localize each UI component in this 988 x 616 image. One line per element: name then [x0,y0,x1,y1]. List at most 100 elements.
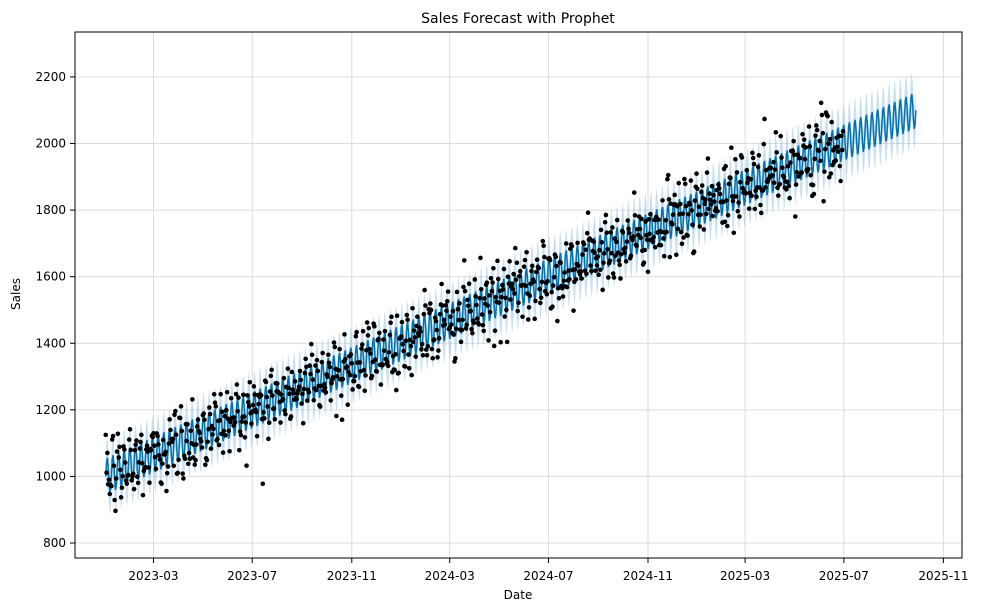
observed-point [263,379,269,385]
observed-point [393,387,399,393]
observed-point [583,247,588,252]
observed-point [724,198,729,203]
observed-point [326,352,331,358]
observed-point [739,155,745,160]
observed-point [297,368,303,374]
observed-point [534,269,539,275]
observed-point [685,233,690,238]
observed-point [103,432,109,438]
observed-point [573,277,579,282]
observed-point [690,222,695,228]
observed-point [687,202,693,207]
observed-point [410,306,415,311]
observed-point [260,481,266,487]
observed-point [282,408,287,413]
observed-point [113,476,119,481]
observed-point [616,258,622,263]
observed-point [550,304,555,309]
observed-point [427,301,433,306]
observed-point [242,435,248,440]
observed-point [722,219,728,225]
x-tick-label-2024-03: 2024-03 [425,569,475,583]
observed-point [510,286,516,292]
observed-point [153,466,159,472]
observed-point [267,389,273,394]
observed-point [291,390,296,396]
observed-point [310,377,316,382]
observed-point [461,258,467,263]
observed-point [681,235,686,240]
observed-point [795,152,801,158]
observed-point [482,296,487,301]
observed-point [186,461,191,467]
observed-point [175,470,181,476]
observed-point [517,273,522,279]
plot-frame [74,31,963,559]
observed-point [425,344,431,349]
observed-point [803,145,809,150]
observed-point [323,390,329,395]
observed-point [614,239,619,245]
observed-point [810,182,816,188]
observed-point [703,197,708,202]
observed-point [271,406,277,411]
observed-point [547,257,553,263]
observed-point [385,363,391,369]
observed-point [241,414,247,419]
observed-point [456,317,461,323]
observed-point [584,230,590,236]
observed-point [148,448,154,453]
observed-point [304,398,310,403]
observed-point [637,226,643,232]
observed-point [363,373,368,378]
observed-point [758,210,764,216]
observed-point [269,367,274,373]
observed-point [762,116,767,122]
observed-point [608,230,614,235]
observed-point [360,342,365,347]
observed-point [388,320,393,326]
observed-point [645,269,651,275]
x-tick-label-2025-03: 2025-03 [720,569,770,583]
observed-point [478,286,484,292]
observed-point [320,350,325,356]
y-tick-label-1000: 1000 [35,469,66,483]
observed-point [828,171,834,176]
observed-point [243,420,249,425]
observed-point [399,319,405,325]
observed-point [750,155,756,161]
observed-point [491,343,497,349]
y-axis-label: Sales [9,278,23,310]
observed-point [265,404,270,409]
observed-point [177,415,183,421]
observed-point [623,245,628,251]
observed-point [202,417,207,423]
observed-point [581,241,587,247]
observed-point [350,387,355,392]
observed-point [618,276,623,281]
observed-point [474,316,480,321]
observed-point [156,442,161,447]
observed-point [199,445,205,450]
observed-point [212,400,218,405]
observed-point [575,240,580,246]
x-tick-label-2024-07: 2024-07 [523,569,573,583]
observed-point [203,462,208,468]
observed-point [516,300,521,306]
observed-point [247,379,253,385]
x-tick-label-2025-11: 2025-11 [918,569,968,583]
observed-point [487,309,493,315]
observed-point [643,219,648,224]
observed-point [567,277,572,282]
observed-point [301,386,307,392]
observed-point [485,303,491,308]
observed-point [479,312,485,317]
observed-point [288,414,294,419]
observed-point [492,328,498,334]
observed-point [194,424,200,429]
observed-point [418,329,423,334]
x-axis-label: Date [504,588,533,602]
observed-point [347,372,353,378]
observed-point [611,275,617,280]
observed-point [594,263,600,268]
